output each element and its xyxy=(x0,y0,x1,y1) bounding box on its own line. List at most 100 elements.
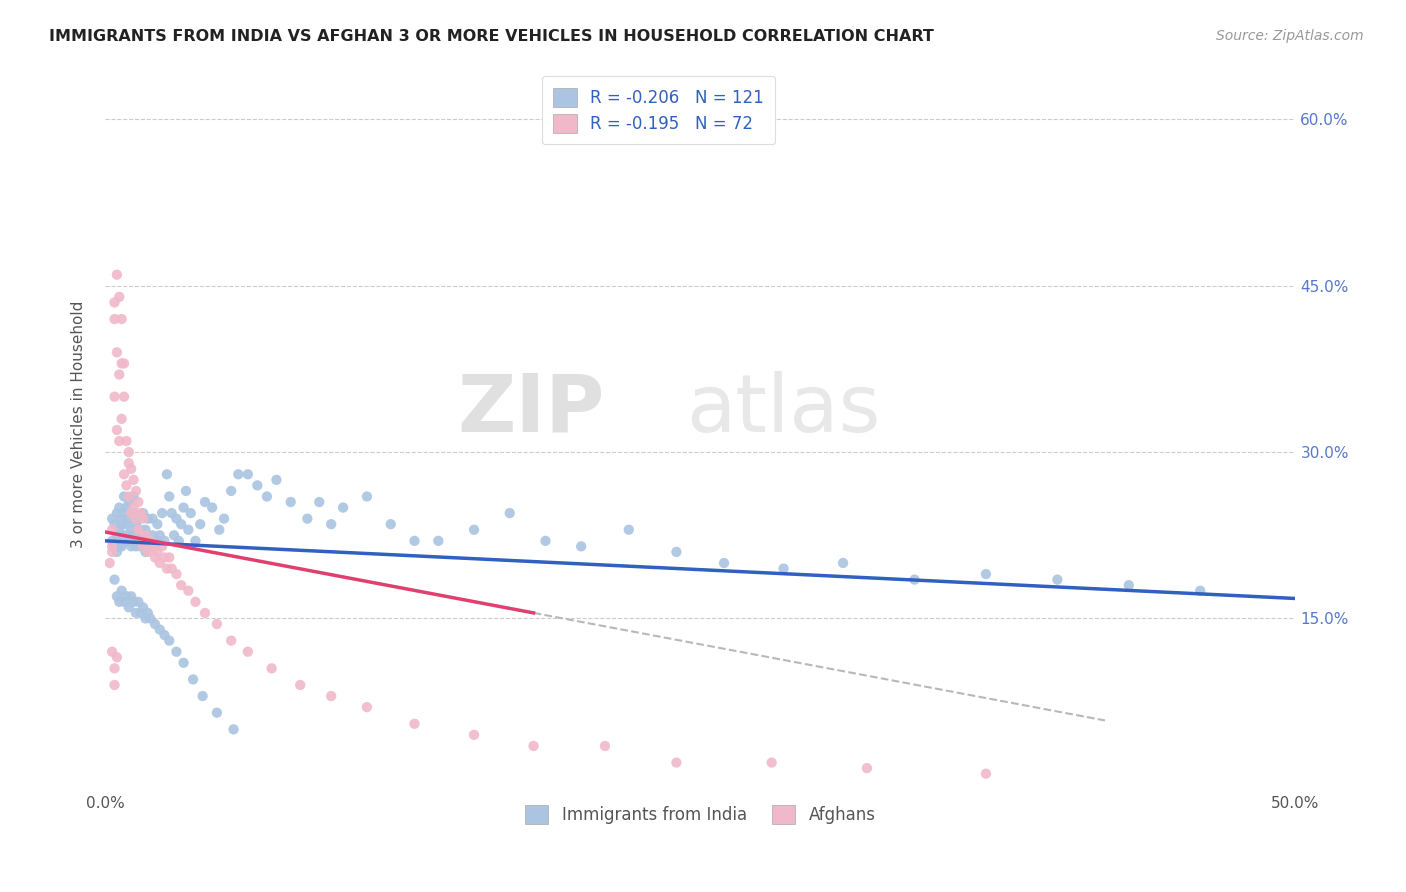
Point xyxy=(173,656,195,670)
Point xyxy=(194,606,217,620)
Point xyxy=(153,550,176,565)
Point xyxy=(974,766,997,780)
Point xyxy=(111,540,134,554)
Point xyxy=(112,506,135,520)
Point xyxy=(139,540,162,554)
Point xyxy=(136,606,159,620)
Point xyxy=(142,528,165,542)
Point xyxy=(122,500,145,515)
Point xyxy=(132,506,155,520)
Point xyxy=(308,495,330,509)
Point xyxy=(103,661,125,675)
Point xyxy=(122,595,145,609)
Point xyxy=(156,467,179,482)
Point xyxy=(129,540,152,554)
Point xyxy=(903,573,925,587)
Point xyxy=(974,567,997,582)
Point xyxy=(115,528,138,542)
Point xyxy=(125,606,148,620)
Point xyxy=(101,533,124,548)
Point xyxy=(111,312,134,326)
Point xyxy=(127,523,149,537)
Point xyxy=(150,506,173,520)
Point xyxy=(118,495,141,509)
Point xyxy=(125,483,148,498)
Point xyxy=(105,268,128,282)
Point xyxy=(105,506,128,520)
Point xyxy=(236,467,259,482)
Point xyxy=(153,533,176,548)
Point xyxy=(122,506,145,520)
Point xyxy=(173,500,195,515)
Point xyxy=(149,623,172,637)
Point xyxy=(132,528,155,542)
Point xyxy=(111,528,134,542)
Point xyxy=(194,495,217,509)
Point xyxy=(98,556,121,570)
Point xyxy=(665,545,688,559)
Point xyxy=(112,595,135,609)
Point xyxy=(139,611,162,625)
Point xyxy=(321,689,343,703)
Point xyxy=(139,533,162,548)
Point xyxy=(122,490,145,504)
Point xyxy=(120,506,142,520)
Point xyxy=(134,523,156,537)
Point xyxy=(222,723,245,737)
Point xyxy=(115,478,138,492)
Point xyxy=(120,462,142,476)
Point xyxy=(103,295,125,310)
Point xyxy=(499,506,522,520)
Text: atlas: atlas xyxy=(686,371,880,449)
Point xyxy=(118,456,141,470)
Point xyxy=(118,600,141,615)
Point xyxy=(115,500,138,515)
Point xyxy=(188,517,211,532)
Point xyxy=(132,511,155,525)
Point xyxy=(115,589,138,603)
Point xyxy=(163,528,186,542)
Point xyxy=(149,556,172,570)
Point xyxy=(157,490,180,504)
Point xyxy=(132,600,155,615)
Point xyxy=(534,533,557,548)
Point xyxy=(143,617,166,632)
Point xyxy=(1118,578,1140,592)
Point xyxy=(125,511,148,525)
Point xyxy=(356,700,378,714)
Point xyxy=(463,523,485,537)
Point xyxy=(118,533,141,548)
Point xyxy=(108,500,131,515)
Point xyxy=(146,533,169,548)
Text: IMMIGRANTS FROM INDIA VS AFGHAN 3 OR MORE VEHICLES IN HOUSEHOLD CORRELATION CHAR: IMMIGRANTS FROM INDIA VS AFGHAN 3 OR MOR… xyxy=(49,29,934,45)
Point xyxy=(120,523,142,537)
Point xyxy=(103,312,125,326)
Point xyxy=(153,628,176,642)
Point xyxy=(266,473,288,487)
Point xyxy=(125,517,148,532)
Point xyxy=(297,511,319,525)
Point xyxy=(134,545,156,559)
Point xyxy=(174,483,197,498)
Point xyxy=(149,528,172,542)
Point xyxy=(112,467,135,482)
Point xyxy=(136,533,159,548)
Point xyxy=(181,673,204,687)
Point xyxy=(522,739,544,753)
Point xyxy=(129,523,152,537)
Point xyxy=(404,716,426,731)
Point xyxy=(191,689,214,703)
Point xyxy=(112,390,135,404)
Point xyxy=(122,528,145,542)
Point xyxy=(115,434,138,448)
Point xyxy=(108,540,131,554)
Point xyxy=(1189,583,1212,598)
Point xyxy=(112,356,135,370)
Point xyxy=(184,595,207,609)
Point xyxy=(201,500,224,515)
Point xyxy=(256,490,278,504)
Point xyxy=(136,545,159,559)
Point xyxy=(150,540,173,554)
Point xyxy=(111,356,134,370)
Point xyxy=(108,290,131,304)
